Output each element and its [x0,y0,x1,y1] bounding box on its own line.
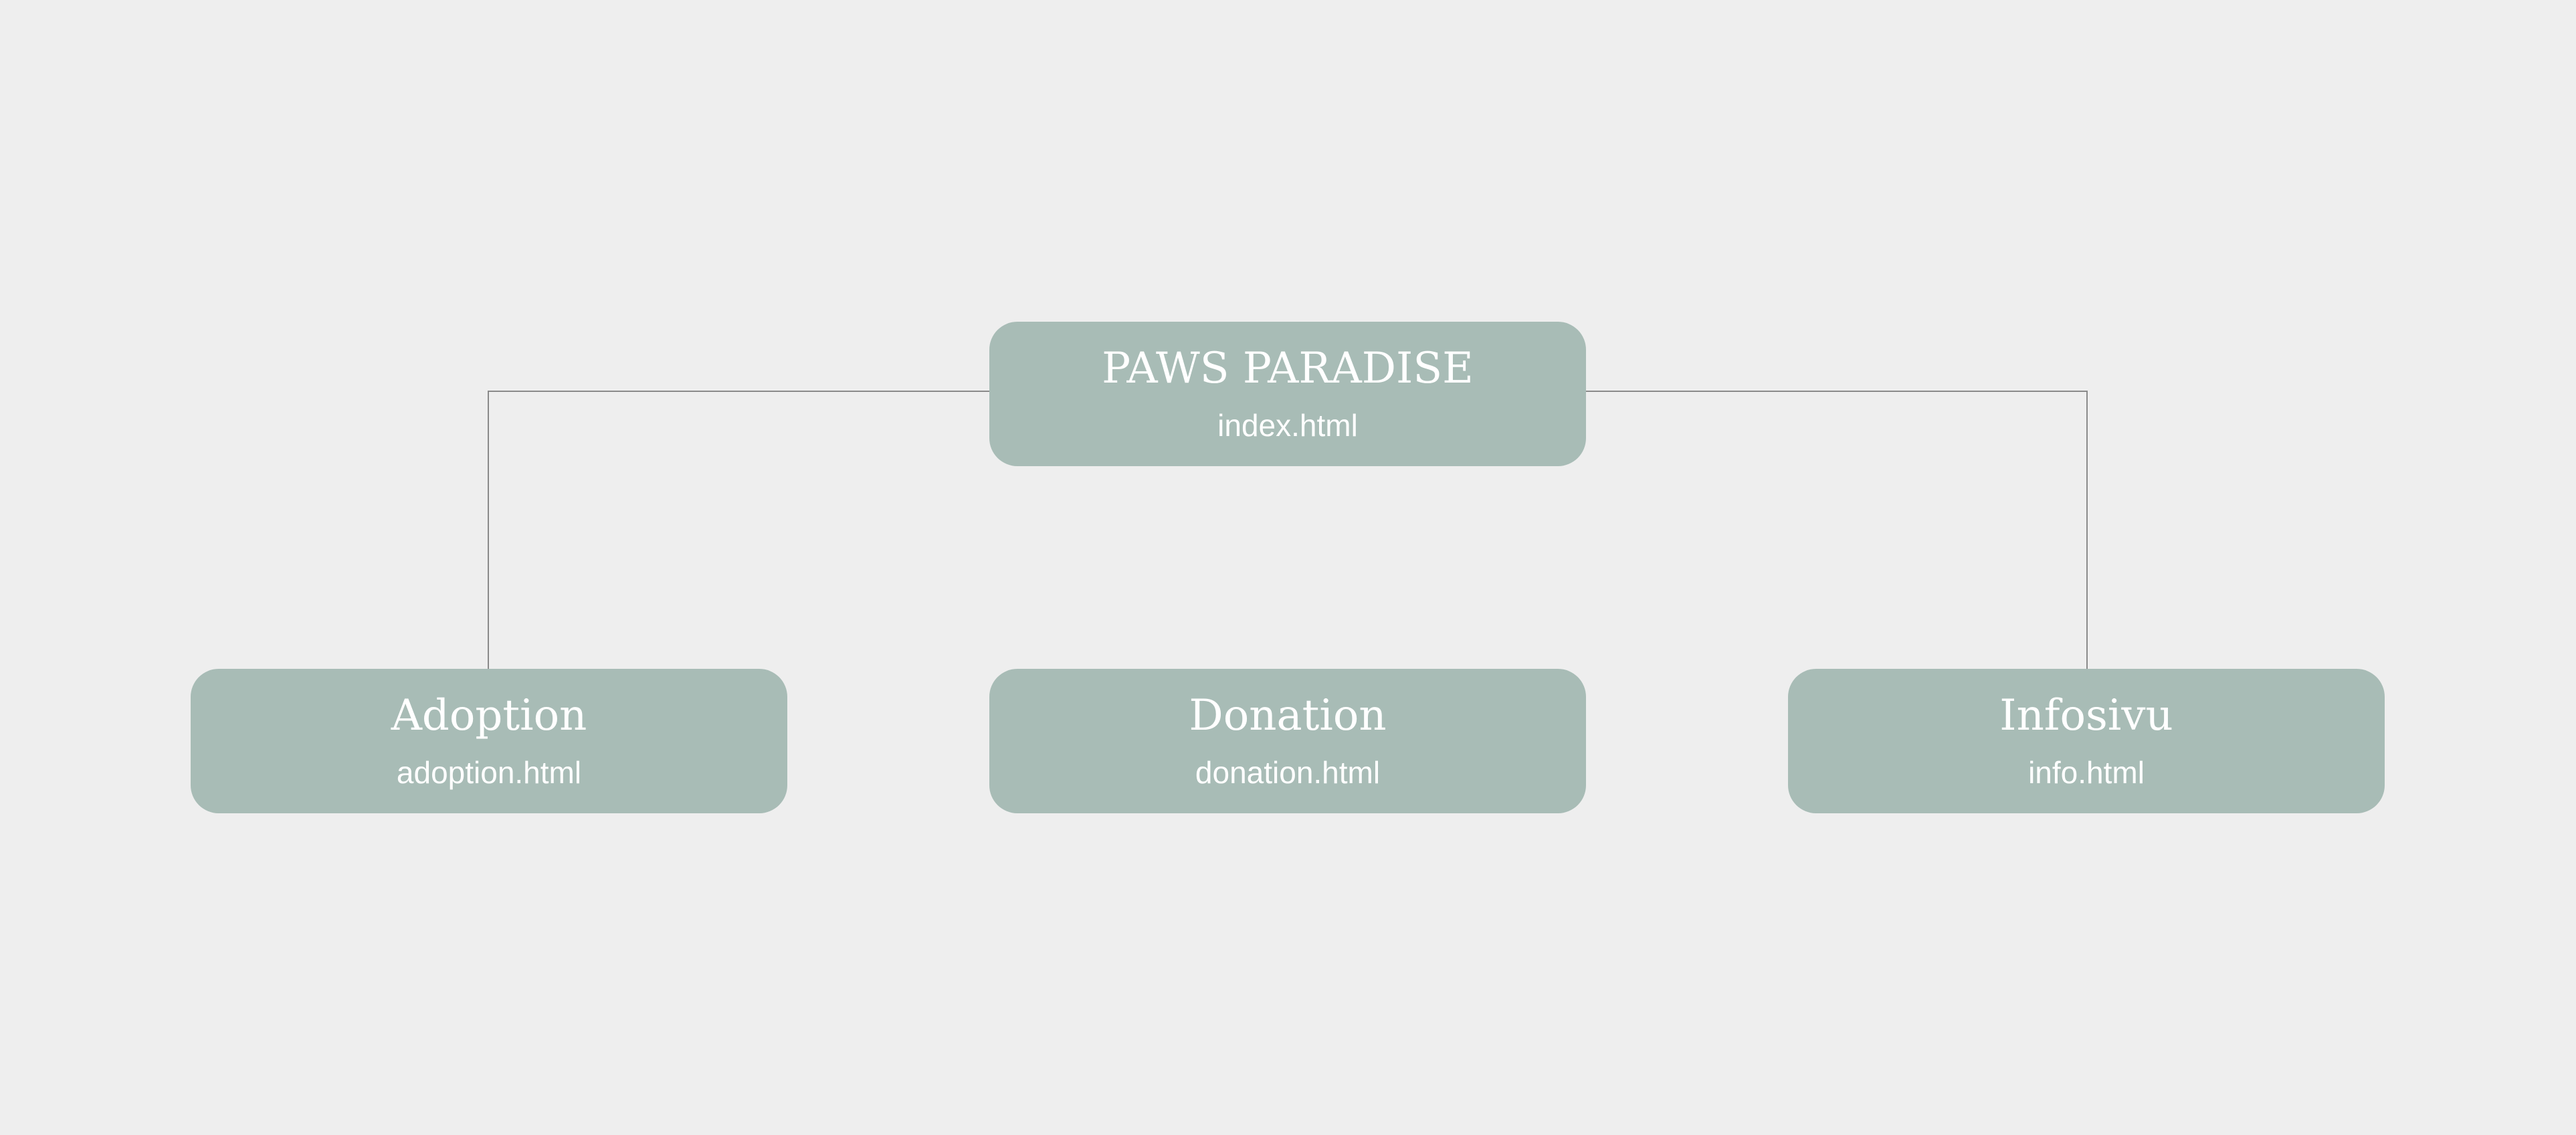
infosivu-page-title: Infosivu [1999,691,2173,740]
root-page-node: PAWS PARADISE index.html [989,322,1586,466]
donation-page-node: Donation donation.html [989,669,1586,813]
adoption-page-file: adoption.html [396,755,582,790]
root-page-file: index.html [1217,408,1358,443]
adoption-page-title: Adoption [391,691,587,740]
donation-page-file: donation.html [1195,755,1381,790]
adoption-page-node: Adoption adoption.html [191,669,787,813]
connector-root-to-infosivu [1586,391,2088,669]
connector-root-to-adoption [488,391,989,669]
infosivu-page-node: Infosivu info.html [1788,669,2385,813]
root-page-title: PAWS PARADISE [1102,344,1474,393]
donation-page-title: Donation [1189,691,1387,740]
infosivu-page-file: info.html [2028,755,2145,790]
